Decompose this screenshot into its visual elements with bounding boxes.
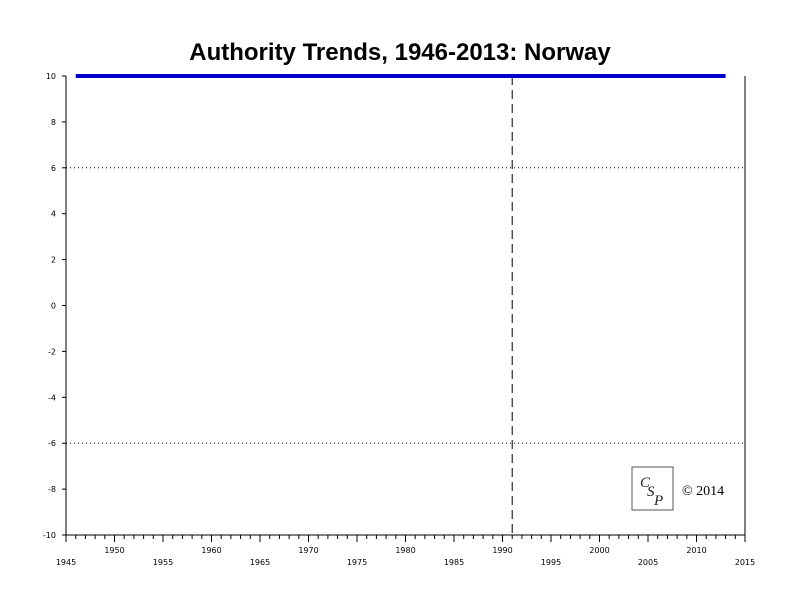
x-tick-label: 1975 [347, 558, 367, 567]
logo-letter-p: P [653, 493, 663, 509]
y-tick-label: 2 [51, 256, 56, 265]
y-tick-label: 8 [51, 118, 56, 127]
reference-lines [66, 76, 745, 535]
plot-area [65, 76, 746, 536]
x-tick-label: 1965 [250, 558, 270, 567]
x-tick-label: 1985 [444, 558, 464, 567]
x-tick-label: 1960 [201, 546, 221, 555]
x-ticks: 1945 1955 1965 1975 1985 1995 2005 2015 1950 1960… [56, 535, 755, 567]
logo-letter-s: S [647, 484, 655, 500]
y-tick-label: -8 [48, 485, 56, 494]
copyright-text: © 2014 [682, 484, 724, 499]
x-tick-label: 1955 [153, 558, 173, 567]
x-tick-label: 1950 [104, 546, 124, 555]
x-tick-label: 1990 [492, 546, 512, 555]
y-tick-label: -2 [48, 347, 56, 356]
x-tick-label: 2005 [638, 558, 658, 567]
y-tick-label: -4 [48, 393, 56, 402]
y-tick-label: -10 [43, 531, 56, 540]
y-tick-label: -6 [48, 439, 56, 448]
x-tick-label: 2015 [735, 558, 755, 567]
y-tick-label: 6 [51, 164, 56, 173]
x-tick-label: 1995 [541, 558, 561, 567]
x-tick-label: 2000 [589, 546, 609, 555]
y-tick-label: 10 [46, 72, 56, 81]
chart-title: Authority Trends, 1946-2013: Norway [189, 39, 611, 66]
x-tick-label: 2010 [686, 546, 706, 555]
y-tick-label: 0 [51, 302, 56, 311]
y-tick-label: 4 [51, 210, 56, 219]
x-tick-label: 1970 [298, 546, 318, 555]
logo-letter-c: C [640, 475, 651, 491]
x-tick-label: 1945 [56, 558, 76, 567]
y-ticks: 10 8 6 4 2 0 -2 -4 -6 -8 -10 [43, 72, 66, 540]
csp-logo-icon: C S P [631, 466, 674, 511]
x-tick-label: 1980 [395, 546, 415, 555]
